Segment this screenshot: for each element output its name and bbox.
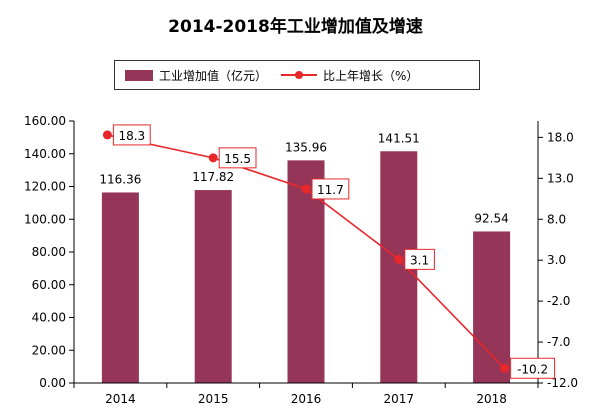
- legend-item-line: 比上年增长（%）: [281, 67, 418, 84]
- legend-bar-swatch: [125, 69, 153, 81]
- y-right-tick-label: -2.0: [547, 294, 570, 308]
- bar-value-label: 117.82: [192, 170, 234, 184]
- growth-value-label: 3.1: [410, 253, 429, 267]
- y-right-tick-label: 13.0: [547, 171, 574, 185]
- y-right-tick-label: 3.0: [547, 253, 566, 267]
- growth-point: [208, 153, 218, 163]
- y-left-tick-label: 120.00: [24, 180, 66, 194]
- bar: [101, 192, 139, 383]
- bar: [473, 231, 511, 383]
- growth-point: [394, 254, 404, 264]
- y-left-tick-label: 40.00: [32, 311, 66, 325]
- growth-value-label: 15.5: [224, 152, 251, 166]
- growth-label-box: [112, 124, 151, 146]
- growth-value-label: -10.2: [517, 362, 548, 376]
- y-left-tick-label: 20.00: [32, 343, 66, 357]
- y-right-tick-label: -7.0: [547, 335, 570, 349]
- growth-label-box: [218, 147, 257, 169]
- x-tick-label: 2015: [198, 392, 229, 406]
- growth-point: [102, 130, 112, 140]
- bar-value-label: 92.54: [474, 211, 508, 225]
- y-left-tick-label: 160.00: [24, 114, 66, 128]
- y-right-tick-label: -12.0: [547, 376, 578, 390]
- y-left-tick-label: 60.00: [32, 278, 66, 292]
- legend-line-label: 比上年增长（%）: [323, 68, 419, 83]
- y-right-tick-label: 18.0: [547, 130, 574, 144]
- bar-value-label: 116.36: [99, 172, 141, 186]
- y-left-tick-label: 80.00: [32, 245, 66, 259]
- legend-item-bar: 工业增加值（亿元）: [125, 67, 267, 84]
- growth-label-box: [510, 357, 556, 379]
- bar-value-label: 135.96: [285, 140, 327, 154]
- chart-title: 2014-2018年工业增加值及增速: [168, 17, 423, 37]
- growth-point: [301, 184, 311, 194]
- legend: 工业增加值（亿元） 比上年增长（%）: [114, 60, 480, 90]
- growth-label-box: [311, 178, 350, 200]
- y-right-tick-label: 8.0: [547, 212, 566, 226]
- bar-value-label: 141.51: [378, 131, 420, 145]
- y-left-tick-label: 140.00: [24, 147, 66, 161]
- x-tick-label: 2016: [291, 392, 322, 406]
- x-tick-label: 2014: [105, 392, 136, 406]
- growth-label-box: [404, 248, 435, 270]
- y-left-tick-label: 0.00: [39, 376, 66, 390]
- growth-value-label: 11.7: [317, 183, 344, 197]
- bar: [194, 190, 232, 383]
- legend-line-swatch: [281, 69, 318, 81]
- x-tick-label: 2018: [476, 392, 507, 406]
- x-tick-label: 2017: [384, 392, 415, 406]
- y-left-tick-label: 100.00: [24, 212, 66, 226]
- growth-point: [500, 363, 510, 373]
- growth-value-label: 18.3: [118, 129, 145, 143]
- legend-bar-label: 工业增加值（亿元）: [159, 68, 268, 83]
